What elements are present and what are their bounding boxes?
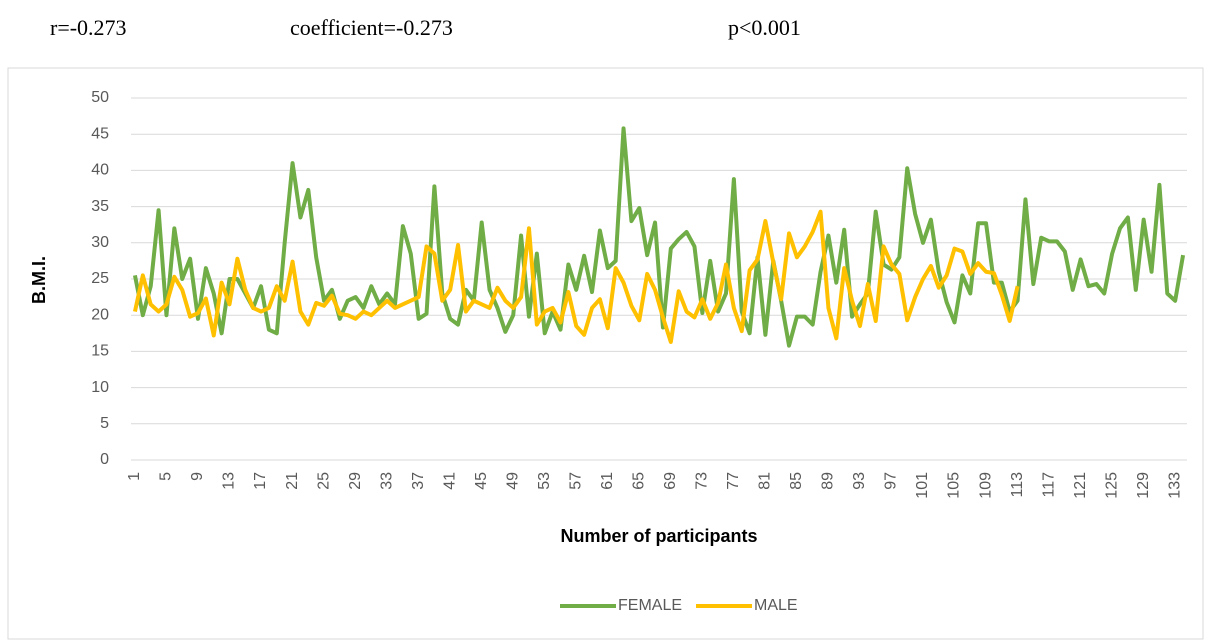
x-tick-label: 45 — [473, 472, 490, 490]
x-tick-label: 5 — [158, 472, 175, 481]
y-tick-label: 45 — [91, 125, 109, 142]
x-tick-label: 21 — [284, 472, 301, 490]
data-line — [132, 209, 1020, 344]
y-axis-label: B.M.I. — [29, 256, 49, 304]
x-tick-label: 37 — [410, 472, 427, 490]
x-tick-label: 17 — [252, 472, 269, 490]
x-tick-label: 125 — [1103, 472, 1120, 499]
x-tick-label: 97 — [883, 472, 900, 490]
x-tick-label: 1 — [126, 472, 143, 481]
x-tick-label: 85 — [788, 472, 805, 490]
x-tick-label: 89 — [820, 472, 837, 490]
x-tick-label: 65 — [631, 472, 648, 490]
x-tick-label: 53 — [536, 472, 553, 490]
x-tick-label: 25 — [315, 472, 332, 490]
x-tick-label: 121 — [1072, 472, 1089, 499]
x-tick-label: 105 — [946, 472, 963, 499]
x-tick-label: 13 — [221, 472, 238, 490]
y-tick-label: 40 — [91, 162, 109, 179]
y-tick-label: 25 — [91, 270, 109, 287]
legend-label: MALE — [754, 597, 798, 614]
y-tick-label: 35 — [91, 198, 109, 215]
annotation: coefficient=-0.273 — [290, 15, 453, 40]
x-tick-label: 29 — [347, 472, 364, 490]
y-tick-label: 20 — [91, 306, 109, 323]
x-tick-label: 93 — [851, 472, 868, 490]
x-tick-label: 73 — [694, 472, 711, 490]
x-axis-label: Number of participants — [560, 526, 757, 546]
data-line — [132, 126, 1186, 348]
x-tick-label: 133 — [1166, 472, 1183, 499]
chart-border — [7, 67, 1204, 640]
legend-label: FEMALE — [618, 597, 682, 614]
y-tick-label: 30 — [91, 234, 109, 251]
x-tick-label: 41 — [441, 472, 458, 490]
x-tick-label: 117 — [1040, 472, 1057, 498]
x-tick-label: 49 — [504, 472, 521, 490]
x-tick-label: 101 — [914, 472, 931, 499]
x-tick-label: 61 — [599, 472, 616, 490]
y-tick-label: 50 — [91, 89, 109, 106]
x-tick-label: 9 — [189, 472, 206, 481]
y-tick-label: 0 — [100, 451, 109, 468]
x-tick-label: 57 — [567, 472, 584, 490]
y-tick-label: 5 — [100, 415, 109, 432]
x-tick-label: 109 — [977, 472, 994, 499]
y-tick-label: 10 — [91, 379, 109, 396]
annotation: p<0.001 — [728, 15, 801, 40]
x-tick-label: 69 — [662, 472, 679, 490]
annotation: r=-0.273 — [50, 15, 127, 40]
x-tick-label: 33 — [378, 472, 395, 490]
x-tick-label: 77 — [725, 472, 742, 490]
y-tick-label: 15 — [91, 343, 109, 360]
x-tick-label: 129 — [1135, 472, 1152, 499]
x-tick-label: 81 — [757, 472, 774, 490]
x-tick-label: 113 — [1009, 472, 1026, 498]
